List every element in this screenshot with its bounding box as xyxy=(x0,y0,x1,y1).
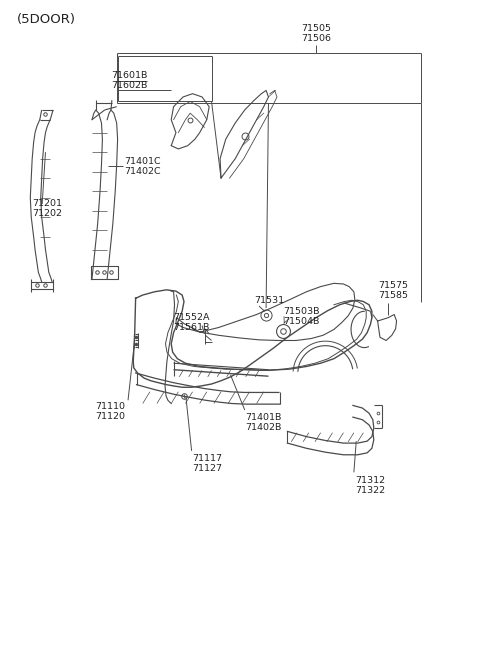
Text: (5DOOR): (5DOOR) xyxy=(17,12,76,26)
Text: 71575
71585: 71575 71585 xyxy=(379,281,408,300)
Text: 71503B
71504B: 71503B 71504B xyxy=(284,307,320,326)
Text: 71505
71506: 71505 71506 xyxy=(301,24,331,43)
Text: 71552A
71561B: 71552A 71561B xyxy=(174,313,210,332)
Text: 71201
71202: 71201 71202 xyxy=(32,199,62,218)
Text: 71601B
71602B: 71601B 71602B xyxy=(111,71,147,90)
Text: 71531: 71531 xyxy=(254,296,284,305)
Text: 71401C
71402C: 71401C 71402C xyxy=(124,157,160,176)
Text: 71110
71120: 71110 71120 xyxy=(96,402,125,421)
Text: 71401B
71402B: 71401B 71402B xyxy=(246,413,282,432)
Text: 71117
71127: 71117 71127 xyxy=(192,454,223,473)
Text: 71312
71322: 71312 71322 xyxy=(355,476,385,495)
